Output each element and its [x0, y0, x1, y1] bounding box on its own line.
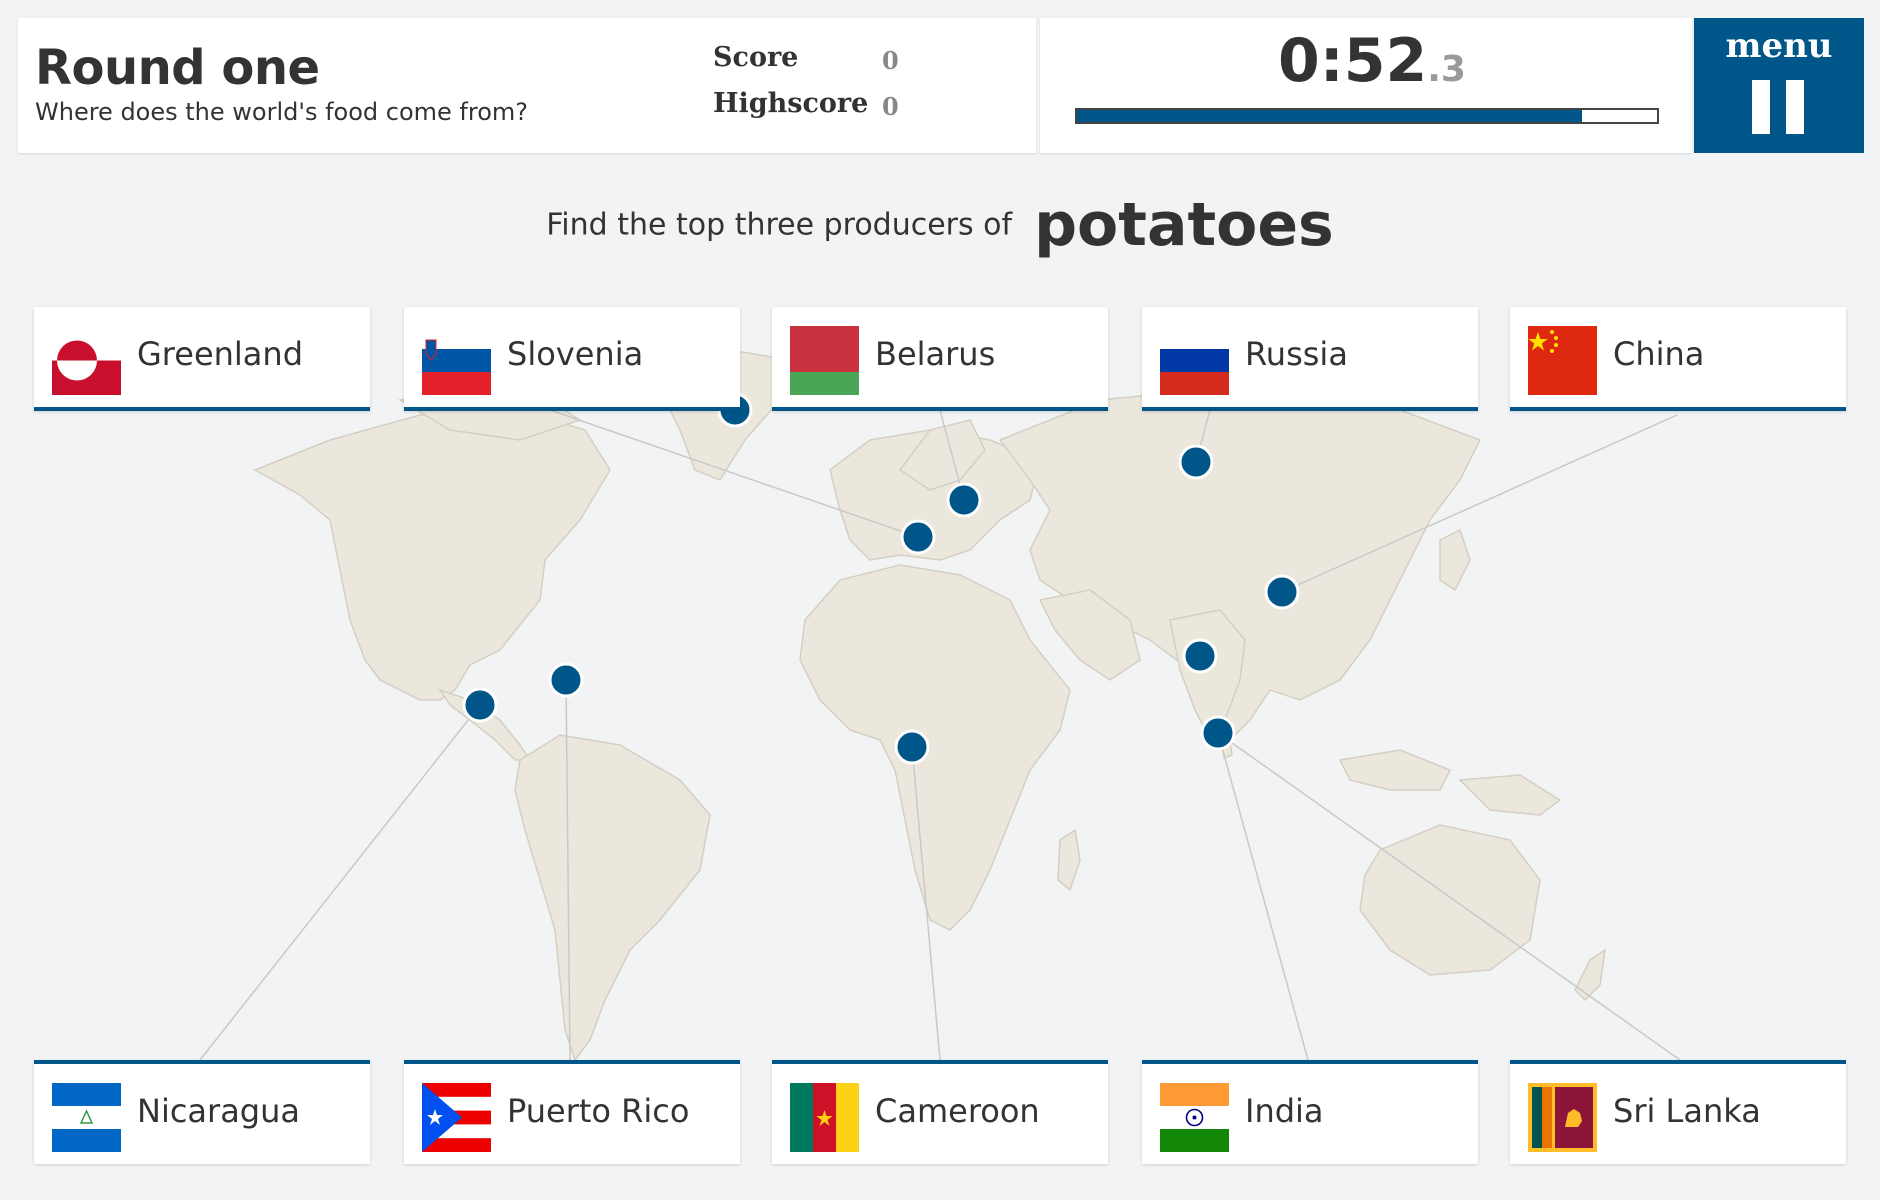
option-label: Nicaragua: [137, 1092, 300, 1130]
russia-flag: [1160, 326, 1229, 395]
pin-russia[interactable]: [1178, 444, 1214, 480]
pin-slovenia[interactable]: [900, 519, 936, 555]
game-header: Round one Where does the world's food co…: [18, 18, 1036, 153]
option-card-sri-lanka[interactable]: Sri Lanka: [1510, 1060, 1846, 1164]
option-card-greenland[interactable]: Greenland: [34, 307, 370, 411]
pause-icon: [1752, 80, 1804, 134]
china-flag: [1528, 326, 1597, 395]
highscore-value: 0: [882, 92, 899, 121]
score-value: 0: [882, 46, 899, 75]
option-card-slovenia[interactable]: Slovenia: [404, 307, 740, 411]
timer-progress-fill: [1077, 110, 1582, 122]
menu-button[interactable]: menu: [1694, 18, 1864, 153]
option-label: China: [1613, 335, 1705, 373]
timer-main: 0:52: [1278, 26, 1428, 96]
option-card-nicaragua[interactable]: Nicaragua: [34, 1060, 370, 1164]
round-subtitle: Where does the world's food come from?: [35, 98, 529, 126]
option-label: Belarus: [875, 335, 996, 373]
pin-nicaragua[interactable]: [462, 687, 498, 723]
map-land: [253, 349, 1606, 1062]
option-label: India: [1245, 1092, 1324, 1130]
slovenia-flag: [422, 326, 491, 395]
prompt-food: potatoes: [1034, 190, 1334, 260]
nicaragua-flag: [52, 1083, 121, 1152]
sri-lanka-flag: [1528, 1083, 1597, 1152]
prompt-text: Find the top three producers of: [546, 207, 1013, 243]
cameroon-flag: [790, 1083, 859, 1152]
option-card-russia[interactable]: Russia: [1142, 307, 1478, 411]
option-label: Puerto Rico: [507, 1092, 690, 1130]
puerto-rico-flag: [422, 1083, 491, 1152]
option-card-belarus[interactable]: Belarus: [772, 307, 1108, 411]
pin-india[interactable]: [1182, 638, 1218, 674]
highscore-label: Highscore: [713, 88, 869, 119]
menu-label: menu: [1725, 26, 1833, 66]
timer-fraction: .3: [1427, 49, 1466, 90]
timer-progress-bar: [1075, 108, 1659, 124]
question-prompt: Find the top three producers of potatoes: [0, 190, 1880, 260]
pin-puerto-rico[interactable]: [548, 662, 584, 698]
option-label: Greenland: [137, 335, 303, 373]
option-card-cameroon[interactable]: Cameroon: [772, 1060, 1108, 1164]
option-card-china[interactable]: China: [1510, 307, 1846, 411]
pin-belarus[interactable]: [946, 482, 982, 518]
option-label: Sri Lanka: [1613, 1092, 1761, 1130]
score-label: Score: [713, 42, 799, 73]
option-card-puerto-rico[interactable]: Puerto Rico: [404, 1060, 740, 1164]
option-label: Slovenia: [507, 335, 644, 373]
pin-china[interactable]: [1264, 574, 1300, 610]
timer-readout: 0:52.3: [1278, 26, 1466, 96]
option-label: Cameroon: [875, 1092, 1040, 1130]
greenland-flag: [52, 326, 121, 395]
india-flag: [1160, 1083, 1229, 1152]
pin-cameroon[interactable]: [894, 729, 930, 765]
map-pins: [462, 392, 1300, 765]
option-label: Russia: [1245, 335, 1348, 373]
timer-panel: 0:52.3: [1040, 18, 1692, 153]
option-card-india[interactable]: India: [1142, 1060, 1478, 1164]
belarus-flag: [790, 326, 859, 395]
pin-sri-lanka[interactable]: [1200, 715, 1236, 751]
round-title: Round one: [35, 40, 320, 96]
